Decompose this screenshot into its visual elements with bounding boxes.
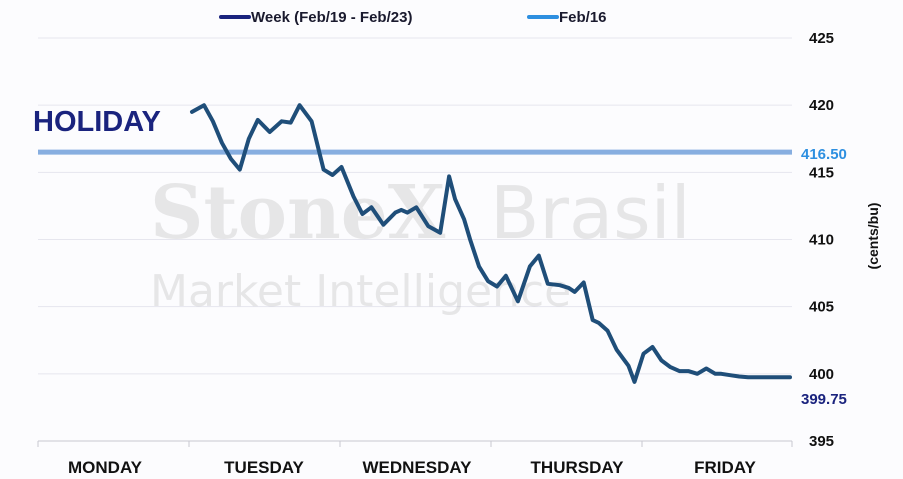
watermark-brand-suffix: Brasil — [490, 171, 691, 255]
legend-label-feb16: Feb/16 — [559, 9, 607, 26]
series-line-week — [190, 103, 792, 384]
x-tick-label: THURSDAY — [531, 458, 625, 477]
y-axis-label: (cents/bu) — [865, 203, 881, 270]
watermark-subtitle: Market Intelligence — [150, 266, 571, 317]
x-axis: MONDAY TUESDAY WEDNESDAY THURSDAY FRIDAY — [37, 440, 793, 477]
legend: Week (Feb/19 - Feb/23) Feb/16 — [219, 9, 607, 26]
legend-label-week: Week (Feb/19 - Feb/23) — [251, 9, 412, 26]
x-tick-label: MONDAY — [68, 458, 143, 477]
y-tick-label: 425 — [809, 30, 834, 47]
y-tick-label: 415 — [809, 164, 834, 181]
watermark-brand: StoneX — [150, 170, 446, 256]
feb16-value-label: 416.50 — [801, 146, 847, 163]
gridlines — [38, 37, 792, 375]
x-tick-label: WEDNESDAY — [363, 458, 473, 477]
x-tick-label: FRIDAY — [694, 458, 756, 477]
y-tick-label: 420 — [809, 97, 834, 114]
y-tick-label: 395 — [809, 433, 834, 450]
y-tick-label: 400 — [809, 366, 834, 383]
y-axis: 395 400 405 410 415 420 425 — [809, 30, 834, 450]
y-tick-label: 410 — [809, 232, 834, 249]
watermark: StoneX Brasil Market Intelligence — [150, 170, 691, 317]
holiday-label: HOLIDAY — [33, 106, 161, 138]
x-tick-label: TUESDAY — [224, 458, 304, 477]
y-tick-label: 405 — [809, 299, 834, 316]
last-value-label: 399.75 — [801, 391, 847, 408]
